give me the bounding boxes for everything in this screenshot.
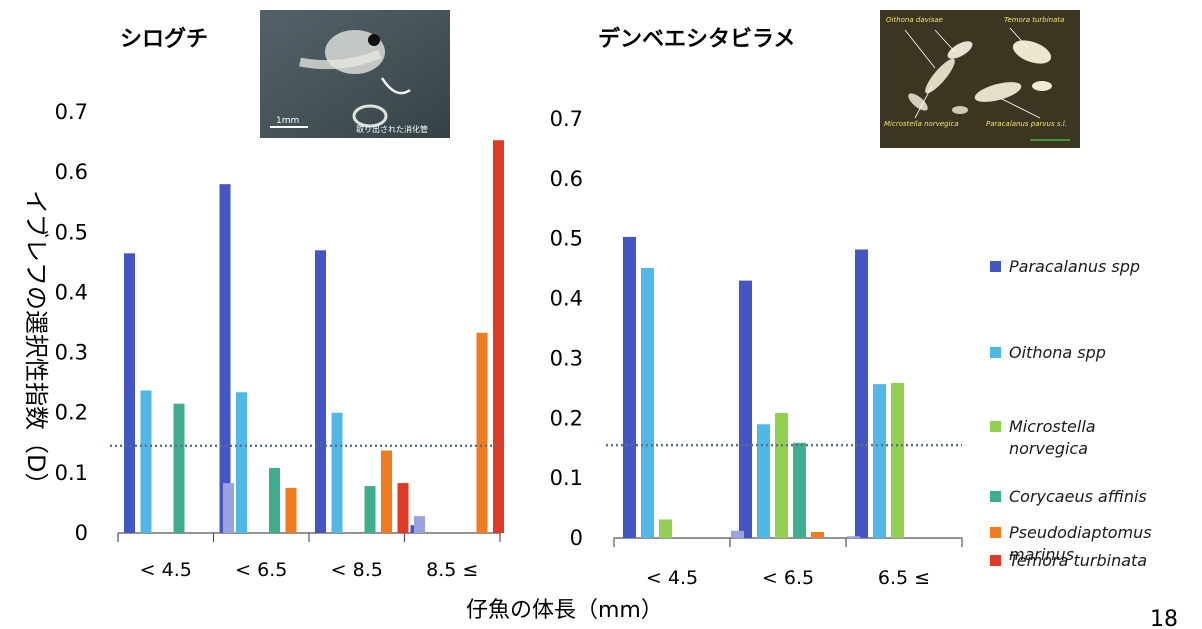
bar [397,483,409,533]
bar [173,403,185,533]
x-tick-label: < 6.5 [762,567,814,589]
page-number: 18 [1150,607,1178,629]
chart1-plot: 0 0.1 0.2 0.3 0.4 0.5 0.6 0.7 < 4.5 < 6.5 < 8.5 8.5… [55,100,504,581]
bar [623,236,636,538]
photo1-caption: 取り出された消化管 [356,124,428,134]
bar [285,487,297,533]
bar [364,486,376,533]
bar [855,249,868,538]
y-tick-label: 0.6 [55,160,88,184]
y-tick-label: 0.7 [55,100,88,124]
x-tick-label: < 8.5 [331,559,383,581]
larva-photo: 1mm 取り出された消化管 [260,10,450,138]
photo2-label: Paracalanus parvus s.l. [986,120,1067,128]
bar [731,530,744,538]
bar [793,442,806,538]
bar [493,140,504,533]
bar [659,519,672,538]
y-tick-label: 0.5 [550,227,583,251]
photo2-label: Microstella norvegica [884,120,959,128]
bar [223,483,234,533]
y-tick-label: 0.4 [55,280,88,304]
bar [847,536,860,538]
legend-label: Paracalanus spp [1009,257,1140,276]
x-axis-label: 仔魚の体長（mm） [466,598,663,623]
legend-label: Pseudodiaptomus [1009,523,1152,542]
photo2-label: Temora turbinata [1004,16,1064,24]
y-tick-label: 0.5 [55,220,88,244]
y-axis-label: イブレフの選択性指数（D） [22,190,50,496]
photo2-label: Oithona davisae [886,16,943,24]
bar [811,532,824,538]
y-tick-label: 0.7 [550,107,583,131]
y-tick-label: 0.3 [55,341,88,365]
legend-label: marinus [1009,545,1074,564]
y-tick-label: 0.2 [550,406,583,430]
legend-label: Oithona spp [1009,343,1106,362]
legend-swatch [990,555,1001,566]
bar [476,332,488,533]
y-tick-label: 0.6 [550,167,583,191]
y-tick-label: 0.4 [550,287,583,311]
x-tick-label: < 4.5 [140,559,192,581]
legend-swatch [990,261,1001,272]
legend-swatch [990,491,1001,502]
y-tick-label: 0 [570,526,583,550]
legend-swatch [990,527,1001,538]
legend: Paracalanus spp Oithona spp Microstella nor… [990,257,1152,570]
x-tick-label: < 6.5 [235,559,287,581]
chart2-plot: 0 0.1 0.2 0.3 0.4 0.5 0.6 0.7 < 4.5 < 6.5 6.5 ≤ [550,107,963,589]
x-tick-label: 8.5 ≤ [426,559,478,581]
photo1-scale-label: 1mm [276,116,299,126]
bar [140,390,152,533]
y-tick-label: 0.3 [550,346,583,370]
bar [219,184,231,533]
chart1-title: シログチ [120,26,208,52]
legend-label: Corycaeus affinis [1009,487,1147,506]
x-tick-label: 6.5 ≤ [878,567,930,589]
legend-label: Microstella [1009,417,1096,436]
y-tick-label: 0.2 [55,401,88,425]
x-tick-label: < 4.5 [646,567,698,589]
bar [124,253,135,534]
legend-label: Temora turbinata [1009,551,1147,570]
bar [236,392,247,533]
bar [891,382,904,538]
legend-label: norvegica [1009,439,1088,458]
bar [331,412,343,533]
bar [873,384,886,538]
zooplankton-photo: Oithona davisae Temora turbinata Microst… [880,10,1080,148]
y-tick-label: 0 [75,521,88,545]
bar [414,516,425,533]
legend-swatch [990,347,1001,358]
chart2-title: デンベエシタビラメ [598,26,795,52]
y-tick-label: 0.1 [55,461,88,485]
bar [739,280,752,538]
bar [381,450,392,533]
bar [641,268,654,538]
legend-swatch [990,421,1001,432]
bar [269,468,280,533]
y-tick-label: 0.1 [550,466,583,490]
bar [757,424,770,538]
bar [315,250,326,534]
bar [775,412,788,538]
